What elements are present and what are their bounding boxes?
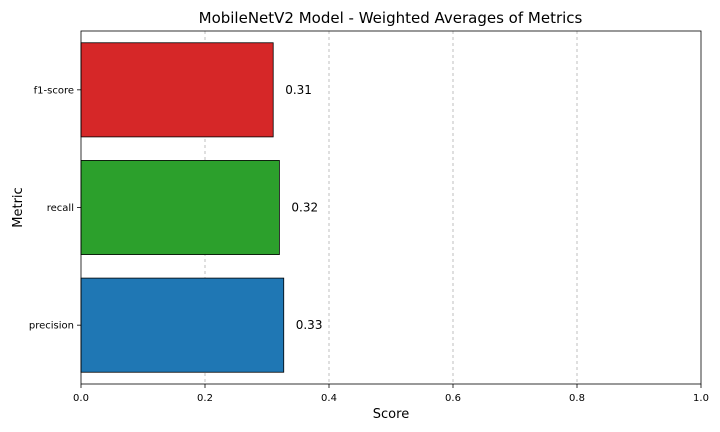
data-label-f1-score: 0.31 bbox=[285, 83, 312, 97]
data-labels: 0.33 0.32 0.31 bbox=[285, 83, 322, 332]
x-tick-label: 0.2 bbox=[197, 393, 213, 404]
x-axis-label: Score bbox=[373, 407, 409, 422]
x-tick-label: 1.0 bbox=[693, 393, 709, 404]
y-tick-label: precision bbox=[29, 321, 74, 332]
bars bbox=[80, 42, 285, 373]
x-tick-label: 0.6 bbox=[445, 393, 461, 404]
y-tick-label: f1-score bbox=[34, 85, 74, 96]
x-tick-label: 0.0 bbox=[73, 393, 89, 404]
chart-title: MobileNetV2 Model - Weighted Averages of… bbox=[199, 9, 583, 27]
bar-f1-score bbox=[80, 42, 274, 138]
x-tick-label: 0.8 bbox=[569, 393, 585, 404]
data-label-recall: 0.32 bbox=[291, 201, 318, 215]
bar-precision bbox=[80, 277, 285, 373]
x-axis-ticks: 0.0 0.2 0.4 0.6 0.8 1.0 bbox=[73, 384, 709, 404]
y-tick-label: recall bbox=[47, 203, 74, 214]
bar-recall bbox=[80, 160, 280, 255]
data-label-precision: 0.33 bbox=[296, 318, 323, 332]
y-axis-ticks: precision recall f1-score bbox=[29, 85, 81, 332]
y-axis-label: Metric bbox=[11, 187, 26, 227]
x-tick-label: 0.4 bbox=[321, 393, 337, 404]
